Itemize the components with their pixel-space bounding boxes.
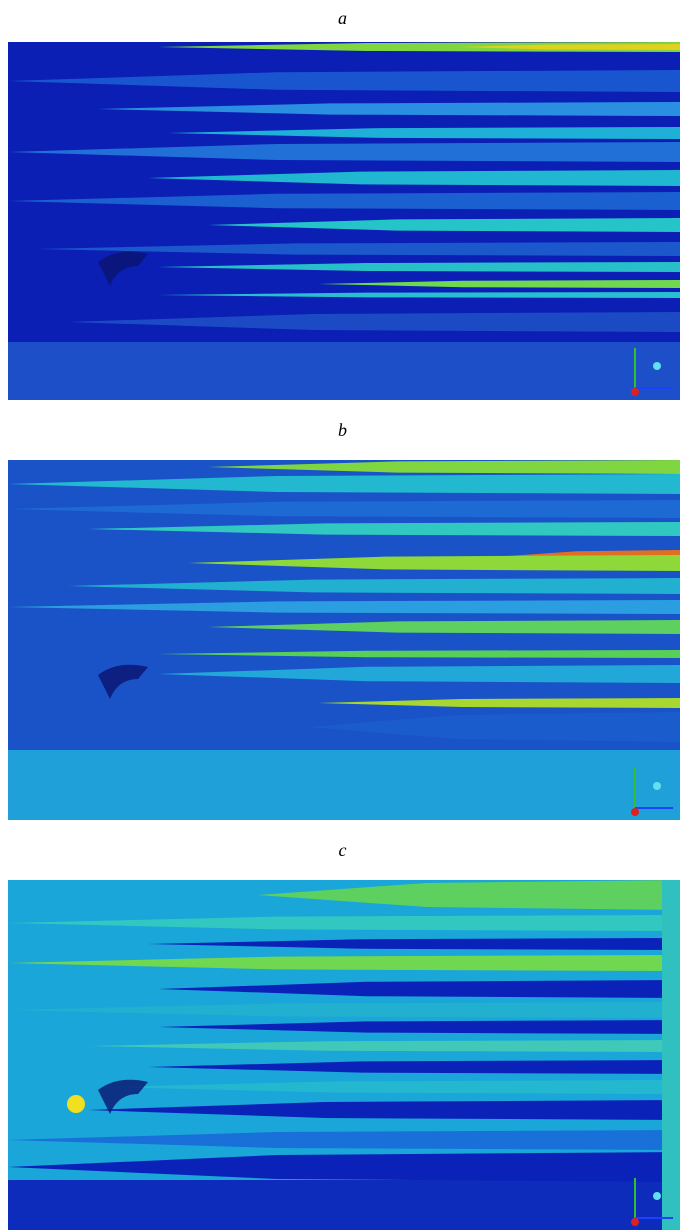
panel-label: c	[338, 840, 347, 860]
contour-plot	[8, 42, 680, 400]
region	[8, 342, 680, 400]
hotspot	[67, 1095, 85, 1113]
edge-region	[662, 880, 680, 1230]
contour-band	[8, 500, 680, 518]
contour-band	[158, 650, 680, 658]
contour-band	[68, 312, 680, 332]
contour-band	[148, 1060, 680, 1074]
contour-band	[148, 938, 680, 950]
contour-band	[208, 218, 680, 232]
region	[8, 1180, 680, 1230]
panel-label: a	[338, 8, 347, 28]
contour-band	[8, 600, 680, 614]
axis-z	[631, 808, 639, 816]
region	[8, 750, 680, 820]
contour-band	[258, 880, 680, 910]
contour-band	[308, 712, 680, 742]
contour-band	[8, 142, 680, 162]
contour-band	[158, 980, 680, 998]
contour-band	[68, 578, 680, 594]
contour-band	[158, 292, 680, 298]
contour-band	[158, 42, 680, 52]
contour-band	[8, 70, 680, 92]
contour-band	[8, 1152, 680, 1182]
contour-band	[108, 1080, 680, 1094]
wake-region	[98, 1079, 148, 1114]
contour-band	[458, 44, 680, 50]
view-ball	[653, 1192, 661, 1200]
contour-band	[158, 665, 680, 683]
wake-region	[98, 251, 148, 286]
contour-band	[88, 522, 680, 536]
contour-band	[8, 474, 680, 494]
contour-band	[8, 955, 680, 971]
wake-region	[98, 664, 148, 699]
view-ball	[653, 362, 661, 370]
contour-band	[8, 192, 680, 210]
contour-band	[318, 280, 680, 288]
contour-band	[188, 555, 680, 571]
contour-band	[318, 698, 680, 708]
contour-band	[8, 915, 680, 931]
axis-z	[631, 1218, 639, 1226]
contour-plot	[8, 880, 680, 1230]
panel-label: b	[338, 420, 347, 440]
view-ball	[653, 782, 661, 790]
contour-band	[168, 127, 680, 139]
contour-band	[88, 1100, 680, 1120]
contour-band	[38, 242, 680, 256]
contour-band	[148, 170, 680, 186]
contour-band	[8, 1130, 680, 1150]
contour-plot	[8, 460, 680, 820]
contour-band	[208, 460, 680, 474]
contour-band	[88, 1040, 680, 1052]
contour-band	[158, 262, 680, 272]
axis-z	[631, 388, 639, 396]
contour-band	[98, 102, 680, 116]
contour-band	[158, 1020, 680, 1034]
contour-band	[208, 620, 680, 634]
contour-band	[8, 1002, 680, 1018]
